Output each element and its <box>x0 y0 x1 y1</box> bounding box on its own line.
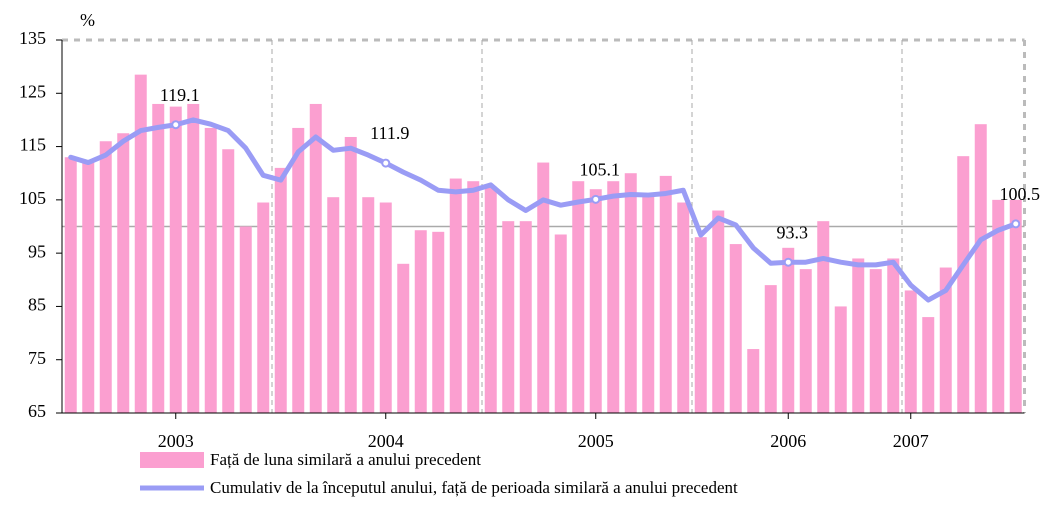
bar <box>677 202 690 413</box>
y-tick-label: 115 <box>20 135 46 155</box>
y-tick-label: 135 <box>19 28 46 48</box>
bar <box>502 221 515 413</box>
legend-label: Față de luna similară a anului precedent <box>210 450 481 469</box>
point-marker <box>381 158 391 168</box>
bar <box>589 189 602 413</box>
bar <box>467 181 480 413</box>
bar <box>187 103 200 413</box>
bar <box>869 269 882 413</box>
bar <box>642 194 655 413</box>
bar <box>117 133 130 413</box>
bar <box>309 103 322 413</box>
bar <box>799 269 812 413</box>
y-unit: % <box>80 10 95 30</box>
bar <box>432 231 445 413</box>
bar <box>99 141 112 413</box>
bar <box>82 162 95 413</box>
bar <box>274 167 287 413</box>
x-tick-label: 2003 <box>158 431 194 451</box>
bar <box>904 290 917 413</box>
x-tick-label: 2006 <box>770 431 806 451</box>
data-label: 93.3 <box>777 222 809 242</box>
bar <box>729 244 742 413</box>
bar <box>957 156 970 414</box>
bar <box>397 263 410 413</box>
point-marker <box>591 194 601 204</box>
y-tick-label: 105 <box>19 188 46 208</box>
bar <box>519 221 532 413</box>
bar <box>572 181 585 413</box>
bar <box>484 186 497 413</box>
point-marker <box>171 120 181 130</box>
y-tick-label: 75 <box>28 348 46 368</box>
bar <box>939 267 952 413</box>
bar <box>887 258 900 413</box>
bar <box>239 226 252 413</box>
bar <box>362 197 375 413</box>
line <box>68 117 1019 303</box>
point-marker <box>783 257 793 267</box>
data-label: 119.1 <box>160 85 200 105</box>
y-tick-label: 65 <box>28 401 46 421</box>
bar <box>607 181 620 413</box>
y-tick-label: 125 <box>19 81 46 101</box>
bar <box>712 210 725 413</box>
x-tick-label: 2004 <box>368 431 404 451</box>
bar <box>817 221 830 413</box>
bar <box>834 306 847 413</box>
bar <box>344 136 357 414</box>
bar <box>974 124 987 413</box>
bar <box>694 237 707 413</box>
bar <box>782 247 795 413</box>
bar <box>852 258 865 413</box>
bar <box>624 173 637 413</box>
x-tick-label: 2005 <box>578 431 614 451</box>
bar <box>327 197 340 413</box>
bar <box>764 285 777 413</box>
bar <box>169 106 182 413</box>
bar <box>134 74 147 413</box>
bar <box>554 234 567 413</box>
y-tick-label: 95 <box>28 241 46 261</box>
bar <box>922 317 935 413</box>
bar <box>152 103 165 413</box>
legend-label: Cumulativ de la începutul anului, față d… <box>210 478 738 497</box>
bar <box>257 202 270 413</box>
point-marker <box>1011 219 1021 229</box>
bar <box>1009 199 1022 413</box>
bar <box>659 175 672 413</box>
data-label: 105.1 <box>580 159 621 179</box>
bar <box>222 149 235 413</box>
bar <box>414 230 427 413</box>
y-tick-label: 85 <box>28 295 46 315</box>
bar <box>537 162 550 413</box>
data-label: 111.9 <box>370 123 409 143</box>
bar <box>64 157 77 413</box>
legend-swatch <box>140 452 204 468</box>
data-label: 100.5 <box>1000 184 1041 204</box>
x-tick-label: 2007 <box>893 431 929 451</box>
bar <box>747 349 760 413</box>
bar <box>992 199 1005 413</box>
bar <box>379 202 392 413</box>
bar <box>204 127 217 414</box>
bar <box>292 127 305 414</box>
bar <box>449 178 462 413</box>
